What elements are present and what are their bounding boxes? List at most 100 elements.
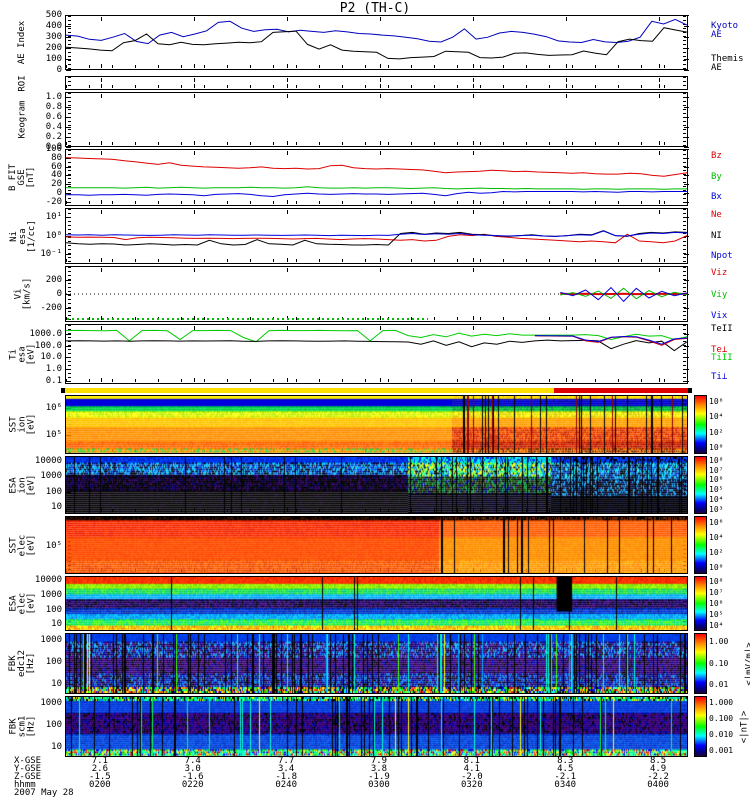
x-major-tick — [566, 268, 568, 272]
legend-vix: Vix — [711, 310, 728, 321]
y-major-tick — [684, 280, 689, 281]
legend-ne: Ne — [711, 210, 722, 221]
ytick-label: 0 — [56, 289, 62, 299]
x-major-tick — [287, 17, 289, 21]
panel-ni — [65, 208, 689, 264]
y-major-tick — [684, 334, 689, 336]
x-major-tick — [659, 78, 661, 82]
y-major-tick — [684, 175, 689, 177]
x-major-tick — [659, 200, 661, 204]
ytick-label: 200 — [45, 43, 62, 53]
y-major-tick — [66, 26, 71, 27]
colorbar-tick-label: 1.000 — [709, 698, 734, 708]
ytick-label: 1000 — [40, 698, 62, 709]
series-By — [66, 186, 687, 190]
y-major-tick — [684, 157, 689, 159]
x-major-tick — [566, 378, 568, 382]
y-major-tick — [684, 117, 689, 118]
colorbar-tick-label: 10⁷ — [709, 465, 724, 475]
x-major-tick — [659, 316, 661, 320]
line-chart-keogram — [66, 93, 687, 146]
mode-bar-endcap — [688, 388, 692, 393]
y-major-tick — [66, 107, 71, 108]
ytick-label: 0.1 — [45, 375, 62, 386]
y-major-tick — [66, 345, 71, 347]
y-minor-ticks — [683, 150, 686, 205]
x-major-tick — [100, 78, 102, 82]
position-value: 7.7 — [278, 756, 295, 766]
x-major-tick — [100, 84, 102, 88]
y-minor-ticks — [68, 77, 71, 89]
x-major-tick — [193, 64, 195, 68]
position-value: -1.5 — [89, 772, 111, 782]
colorbar-tick-label: 1.00 — [709, 637, 729, 647]
position-value: 4.1 — [463, 764, 480, 774]
y-major-tick — [684, 107, 689, 108]
ytick-label: -200 — [40, 303, 62, 313]
y-major-tick — [684, 48, 689, 49]
colorbar-tick-label: 10² — [709, 548, 724, 558]
x-major-tick — [287, 64, 289, 68]
y-major-tick — [66, 216, 71, 218]
panel-esa-ion — [65, 456, 688, 514]
x-major-tick — [566, 200, 568, 204]
x-major-tick — [100, 326, 102, 330]
x-major-tick — [193, 258, 195, 262]
x-major-tick — [659, 64, 661, 68]
y-major-tick — [684, 166, 689, 168]
y-major-tick — [66, 254, 71, 256]
y-major-tick — [684, 184, 689, 186]
ytick-label: 10.0 — [40, 352, 62, 363]
panel-fbk-scm1 — [65, 696, 688, 757]
ytick-label: 10 — [51, 619, 62, 630]
x-major-tick — [287, 378, 289, 382]
x-major-tick — [287, 200, 289, 204]
y-major-tick — [66, 149, 71, 150]
ytick-label: 10000 — [34, 455, 62, 466]
x-major-tick — [287, 94, 289, 98]
x-major-tick — [659, 268, 661, 272]
line-chart-ni — [66, 230, 687, 246]
ytick-label: 100 — [45, 657, 62, 668]
x-major-tick — [472, 268, 474, 272]
x-minor-ticks — [66, 259, 687, 262]
y-major-tick — [684, 37, 689, 38]
time-tick-label: 0340 — [554, 780, 577, 790]
x-major-tick — [379, 64, 381, 68]
y-major-tick — [684, 59, 689, 60]
colorbar-sst_ion — [694, 395, 707, 454]
spectrogram-fbk_edc12 — [66, 634, 687, 693]
colorbar-tick-label: 0.10 — [709, 658, 729, 668]
colorbar-sst_elec — [694, 516, 707, 574]
y-major-tick — [66, 369, 71, 370]
x-major-tick — [472, 94, 474, 98]
colorbar-tick-label: 0.100 — [709, 714, 734, 724]
y-major-tick — [684, 97, 689, 98]
y-major-tick — [66, 48, 71, 49]
ytick-label: 40 — [51, 170, 62, 181]
y-minor-ticks — [683, 93, 686, 146]
position-value: 7.1 — [91, 756, 108, 766]
y-major-tick — [684, 137, 689, 138]
mode-bar-segment-slow-survey — [65, 388, 555, 393]
x-major-tick — [566, 210, 568, 214]
ytick-label: 100.0 — [34, 340, 62, 351]
spectrogram-sst_elec — [66, 517, 687, 573]
x-major-tick — [379, 94, 381, 98]
ytick-label: 10⁵ — [45, 541, 62, 552]
y-major-tick — [66, 97, 71, 98]
ytick-label: 100 — [45, 605, 62, 616]
position-value: -1.9 — [368, 772, 390, 782]
x-major-tick — [287, 268, 289, 272]
x-major-tick — [100, 151, 102, 155]
x-major-tick — [100, 200, 102, 204]
ytick-label: 500 — [45, 10, 62, 20]
colorbar-tick-label: 0.010 — [709, 730, 734, 740]
colorbar-unit-label: <|nT|> — [739, 710, 750, 743]
colorbar-unit-label: Eflux, EFU — [728, 576, 750, 631]
y-major-tick — [684, 380, 689, 382]
y-major-tick — [66, 294, 71, 295]
colorbar-tick-label: 0.01 — [709, 679, 729, 689]
ytick-label: 100 — [45, 144, 62, 154]
x-major-tick — [100, 378, 102, 382]
